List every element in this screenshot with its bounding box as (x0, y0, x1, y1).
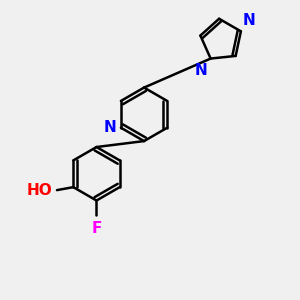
Text: F: F (91, 221, 102, 236)
Text: N: N (104, 120, 116, 135)
Text: N: N (194, 63, 207, 78)
Text: N: N (242, 14, 255, 28)
Text: HO: HO (27, 183, 52, 198)
